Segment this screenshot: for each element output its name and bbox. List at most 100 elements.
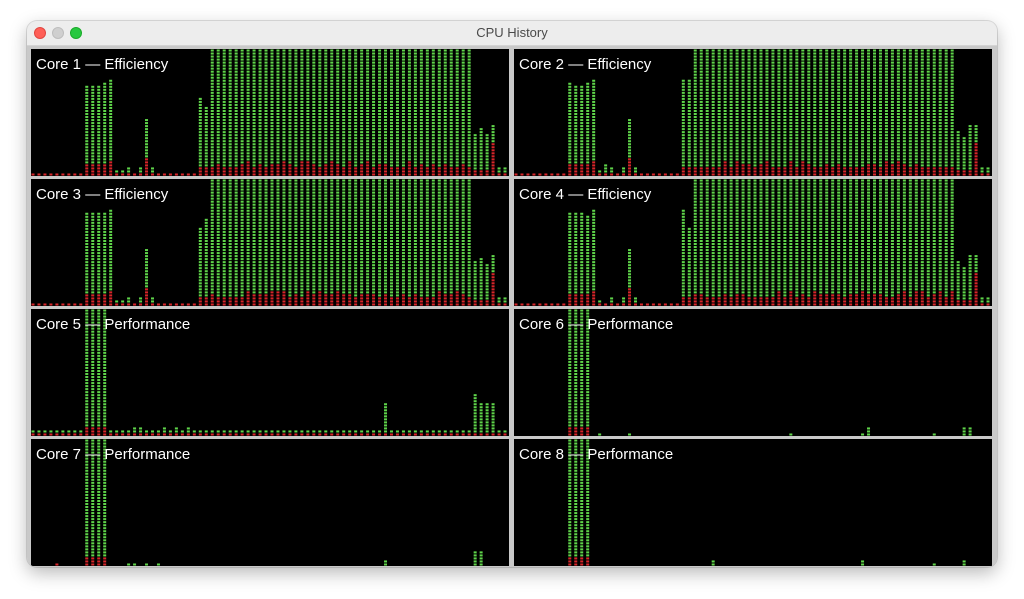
minimize-button[interactable] — [52, 27, 64, 39]
user-load-cell — [413, 125, 417, 128]
user-load-cell — [699, 70, 703, 73]
user-load-cell — [819, 64, 823, 67]
system-load-cell — [240, 167, 244, 170]
user-load-cell — [902, 106, 906, 109]
user-load-cell — [729, 149, 733, 152]
user-load-cell — [228, 200, 232, 203]
user-load-cell — [407, 122, 411, 125]
user-load-cell — [867, 88, 871, 91]
user-load-cell — [873, 55, 876, 58]
user-load-cell — [944, 140, 948, 143]
close-button[interactable] — [34, 27, 46, 39]
user-load-cell — [855, 97, 859, 100]
user-load-cell — [288, 152, 292, 155]
user-load-cell — [801, 116, 805, 119]
user-load-cell — [109, 149, 113, 152]
system-load-cell — [896, 170, 900, 173]
user-load-cell — [318, 64, 322, 67]
user-load-cell — [485, 152, 489, 155]
system-load-cell — [974, 158, 978, 161]
user-load-cell — [729, 164, 733, 167]
user-load-cell — [336, 113, 340, 116]
user-load-cell — [240, 140, 244, 143]
system-load-cell — [920, 170, 924, 173]
user-load-cell — [807, 116, 811, 119]
user-load-cell — [568, 109, 572, 112]
user-load-cell — [729, 55, 733, 58]
user-load-cell — [103, 97, 107, 100]
user-load-cell — [198, 282, 202, 285]
user-load-cell — [240, 82, 244, 85]
user-load-cell — [306, 76, 310, 79]
user-load-cell — [592, 79, 596, 82]
user-load-cell — [276, 64, 280, 67]
user-load-cell — [878, 155, 882, 158]
user-load-cell — [210, 97, 214, 100]
system-load-cell — [252, 173, 256, 176]
user-load-cell — [258, 243, 262, 246]
user-load-cell — [342, 97, 346, 100]
user-load-cell — [407, 79, 411, 82]
user-load-cell — [950, 58, 954, 61]
user-load-cell — [252, 58, 256, 61]
user-load-cell — [91, 270, 95, 273]
user-load-cell — [920, 79, 924, 82]
user-load-cell — [867, 152, 871, 155]
user-load-cell — [753, 116, 757, 119]
user-load-cell — [735, 97, 739, 100]
user-load-cell — [372, 116, 376, 119]
user-load-cell — [384, 137, 388, 140]
user-load-cell — [938, 113, 942, 116]
zoom-button[interactable] — [70, 27, 82, 39]
user-load-cell — [234, 258, 238, 261]
user-load-cell — [795, 103, 799, 106]
user-load-cell — [228, 55, 232, 58]
user-load-cell — [580, 94, 584, 97]
user-load-cell — [687, 116, 691, 119]
user-load-cell — [693, 122, 697, 125]
user-load-cell — [777, 79, 781, 82]
user-load-cell — [467, 52, 471, 55]
user-load-cell — [252, 209, 256, 212]
user-load-cell — [795, 125, 799, 128]
user-load-cell — [324, 158, 328, 161]
user-load-cell — [467, 140, 471, 143]
user-load-cell — [473, 161, 477, 164]
user-load-cell — [717, 152, 721, 155]
user-load-cell — [896, 76, 900, 79]
user-load-cell — [234, 236, 238, 239]
user-load-cell — [401, 113, 405, 116]
user-load-cell — [735, 146, 739, 149]
user-load-cell — [222, 79, 226, 82]
user-load-cell — [258, 91, 262, 94]
user-load-cell — [449, 67, 453, 70]
user-load-cell — [902, 73, 906, 76]
user-load-cell — [252, 131, 256, 134]
user-load-cell — [729, 155, 733, 158]
user-load-cell — [914, 76, 918, 79]
user-load-cell — [198, 164, 202, 167]
system-load-cell — [729, 170, 733, 173]
user-load-cell — [419, 49, 423, 52]
user-load-cell — [234, 73, 238, 76]
user-load-cell — [204, 258, 208, 261]
user-load-cell — [837, 143, 841, 146]
user-load-cell — [825, 100, 829, 103]
user-load-cell — [306, 88, 310, 91]
user-load-cell — [431, 149, 435, 152]
user-load-cell — [97, 137, 101, 140]
user-load-cell — [425, 119, 429, 122]
user-load-cell — [795, 106, 799, 109]
user-load-cell — [908, 106, 912, 109]
user-load-cell — [932, 164, 936, 167]
user-load-cell — [455, 158, 459, 161]
user-load-cell — [270, 122, 274, 125]
system-load-cell — [407, 161, 411, 164]
user-load-cell — [437, 122, 441, 125]
user-load-cell — [103, 146, 107, 149]
user-load-cell — [312, 97, 316, 100]
user-load-cell — [288, 58, 292, 61]
user-load-cell — [455, 70, 459, 73]
user-load-cell — [252, 158, 256, 161]
user-load-cell — [914, 113, 918, 116]
